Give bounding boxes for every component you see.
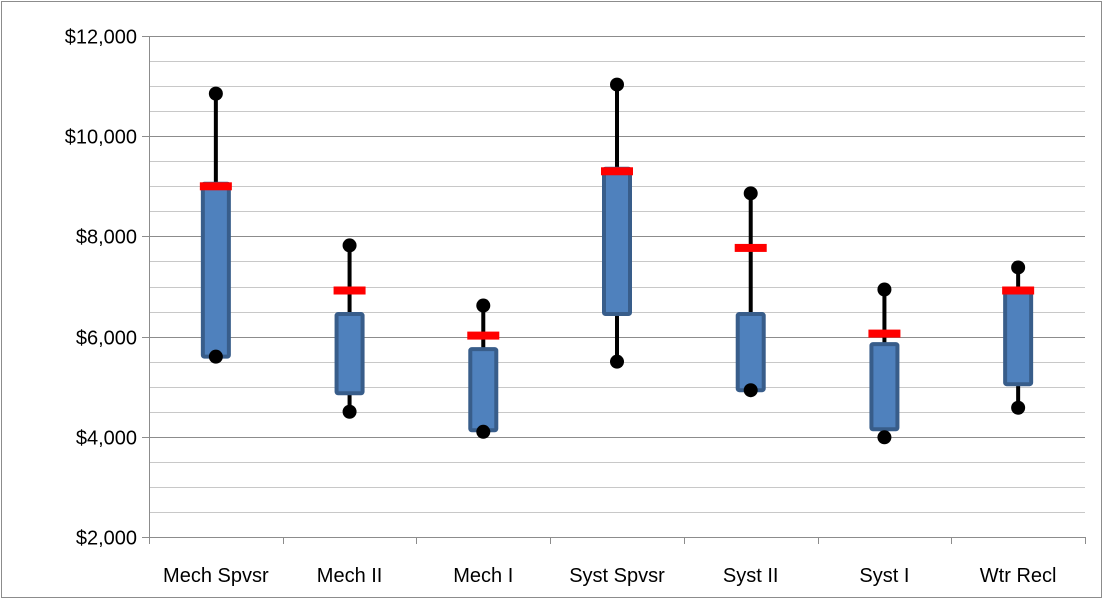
x-tick-label: Mech Spvsr [163, 565, 269, 587]
box [735, 312, 766, 393]
whisker-min-point [476, 424, 491, 439]
marker-point [199, 182, 232, 191]
box-group-4 [734, 186, 767, 398]
y-tick-label: $12,000 [65, 27, 137, 49]
whisker-min-point [610, 354, 624, 369]
box [200, 181, 231, 359]
whisker-min-point [877, 430, 892, 445]
x-tick-label: Syst II [723, 565, 779, 587]
marker-point [467, 331, 500, 340]
box [334, 312, 365, 396]
x-tick-label: Wtr Recl [980, 565, 1057, 587]
whisker-max-point [877, 282, 892, 297]
marker-point [868, 329, 901, 338]
box-group-3 [601, 77, 633, 369]
box [1003, 289, 1034, 387]
whisker-min-point [208, 349, 223, 364]
box-series [199, 77, 1035, 445]
whisker-min-point [743, 383, 758, 398]
box-group-6 [1002, 260, 1035, 415]
x-tick-label: Mech I [453, 565, 513, 587]
marker-point [333, 286, 366, 295]
whisker-max-point [1011, 260, 1026, 275]
box [869, 342, 900, 432]
x-tick-label: Syst Spvsr [569, 565, 665, 587]
box [602, 166, 632, 317]
x-tick-label: Syst I [859, 565, 909, 587]
marker-point [734, 243, 767, 252]
y-tick-label: $4,000 [76, 428, 137, 450]
x-tick-label: Mech II [317, 565, 383, 587]
box-group-5 [868, 282, 901, 445]
box-group-0 [199, 86, 232, 364]
y-tick-label: $10,000 [65, 127, 137, 149]
y-tick-label: $8,000 [76, 227, 137, 249]
box-group-2 [467, 298, 500, 439]
whisker-max-point [208, 86, 223, 101]
y-tick-label: $2,000 [76, 528, 137, 550]
y-tick-label: $6,000 [76, 328, 137, 350]
box [468, 347, 499, 433]
axes [142, 36, 1086, 544]
marker-point [601, 167, 633, 176]
whisker-min-point [1011, 400, 1026, 415]
whisker-max-point [743, 186, 758, 201]
box-group-1 [333, 238, 366, 419]
whisker-max-point [610, 77, 624, 92]
y-axis-tick-labels: $2,000 $4,000 $6,000 $8,000 $10,000 $12,000 [65, 27, 137, 550]
whisker-min-point [342, 404, 357, 419]
marker-point [1002, 286, 1035, 295]
whisker-max-point [342, 238, 357, 253]
whisker-max-point [476, 298, 491, 313]
x-axis-tick-labels: Mech Spvsr Mech II Mech I Syst Spvsr Syst II… [163, 565, 1056, 587]
